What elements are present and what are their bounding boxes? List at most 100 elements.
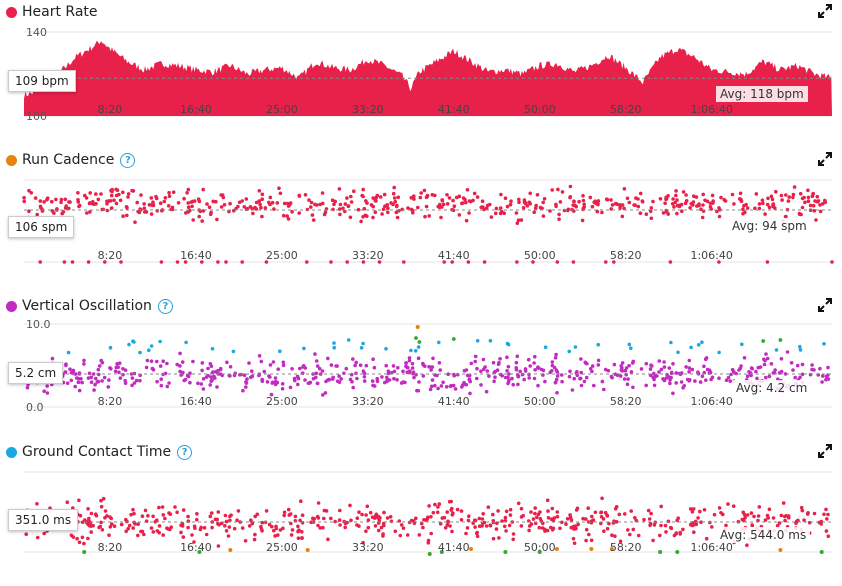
oscillation-point — [821, 374, 825, 378]
contact-point — [508, 507, 513, 512]
expand-icon[interactable] — [818, 4, 832, 18]
cadence-point — [813, 199, 817, 203]
oscillation-point-blue — [346, 338, 351, 342]
cadence-point — [117, 192, 121, 197]
cadence-point — [675, 211, 679, 216]
expand-icon[interactable] — [818, 444, 832, 458]
cadence-point — [77, 204, 81, 209]
oscillation-point — [260, 377, 265, 382]
contact-point — [749, 511, 754, 515]
oscillation-point — [407, 356, 412, 360]
oscillation-point — [762, 357, 766, 362]
contact-point-green — [427, 552, 432, 556]
oscillation-point — [209, 364, 214, 368]
oscillation-point — [624, 366, 629, 370]
oscillation-point — [215, 385, 219, 389]
help-icon[interactable]: ? — [120, 152, 136, 168]
oscillation-point — [612, 362, 617, 367]
vertical-oscillation-panel: Vertical Oscillation ? 10.0 0.0 8:20 16:40 2… — [0, 294, 842, 440]
cadence-point — [489, 215, 494, 219]
oscillation-point — [337, 374, 341, 378]
oscillation-point — [351, 385, 356, 390]
cadence-point — [423, 214, 427, 219]
help-icon[interactable]: ? — [177, 444, 193, 460]
contact-point — [574, 508, 579, 512]
oscillation-point — [45, 391, 50, 395]
oscillation-point — [609, 374, 614, 379]
contact-point — [623, 512, 627, 516]
contact-point — [741, 510, 745, 515]
contact-point — [42, 531, 46, 536]
contact-point — [508, 513, 513, 517]
cadence-point — [509, 199, 513, 203]
cadence-point — [29, 191, 34, 195]
oscillation-point-green — [417, 340, 422, 344]
oscillation-point — [290, 367, 294, 371]
cadence-point — [332, 202, 336, 206]
contact-point — [293, 514, 298, 519]
contact-point — [405, 533, 410, 537]
contact-point — [343, 525, 348, 530]
contact-point — [533, 511, 537, 516]
oscillation-point — [536, 383, 540, 388]
oscillation-point-blue — [409, 348, 413, 353]
cadence-point — [460, 201, 465, 205]
cadence-point — [244, 197, 249, 201]
cadence-point — [568, 195, 573, 199]
heart-rate-panel: Heart Rate 140 100 8:20 16:40 25:00 33:20 41:4… — [0, 0, 842, 146]
cadence-point — [675, 198, 679, 202]
oscillation-point — [132, 381, 137, 385]
oscillation-point — [742, 356, 747, 360]
cadence-point — [515, 260, 519, 264]
run-cadence-title: Run Cadence — [22, 152, 115, 168]
oscillation-point — [532, 376, 537, 381]
cadence-point — [361, 260, 366, 264]
expand-icon[interactable] — [818, 152, 832, 166]
cadence-point — [86, 260, 91, 264]
oscillation-point — [507, 372, 511, 376]
cadence-point — [465, 188, 470, 192]
contact-point — [151, 530, 156, 534]
cadence-point — [451, 208, 456, 212]
help-icon[interactable]: ? — [157, 298, 173, 314]
cadence-point — [757, 206, 762, 211]
oscillation-point — [568, 369, 572, 374]
contact-point — [274, 524, 278, 529]
contact-point — [232, 526, 237, 531]
ground-contact-time-dot-icon — [6, 446, 17, 458]
cadence-point — [275, 201, 280, 205]
contact-point — [155, 529, 160, 533]
oscillation-point — [481, 357, 486, 362]
cadence-point — [139, 193, 143, 197]
oscillation-point — [96, 367, 101, 372]
contact-point — [475, 534, 480, 539]
cadence-point — [711, 199, 715, 203]
contact-point — [349, 518, 353, 523]
contact-point — [357, 510, 361, 514]
contact-point — [329, 516, 333, 521]
cadence-point — [345, 260, 350, 264]
heart-rate-current-value: 109 bpm — [8, 70, 76, 92]
oscillation-point — [64, 362, 68, 366]
cadence-point — [494, 206, 499, 211]
contact-point — [35, 535, 40, 540]
oscillation-point — [144, 365, 149, 370]
cadence-point — [774, 189, 778, 194]
oscillation-point — [138, 378, 142, 383]
contact-point — [826, 512, 830, 517]
oscillation-point — [351, 357, 355, 361]
oscillation-point — [134, 378, 139, 383]
cadence-point — [531, 260, 535, 264]
contact-point — [337, 518, 342, 522]
oscillation-point — [76, 380, 81, 385]
oscillation-point — [631, 359, 636, 364]
expand-icon[interactable] — [818, 298, 832, 312]
cadence-point — [580, 218, 585, 223]
contact-point — [226, 534, 231, 538]
oscillation-point — [681, 386, 685, 390]
cadence-point — [209, 210, 213, 215]
contact-point — [110, 522, 114, 526]
oscillation-point — [395, 378, 399, 382]
cadence-point — [705, 199, 710, 204]
oscillation-point — [468, 391, 472, 396]
